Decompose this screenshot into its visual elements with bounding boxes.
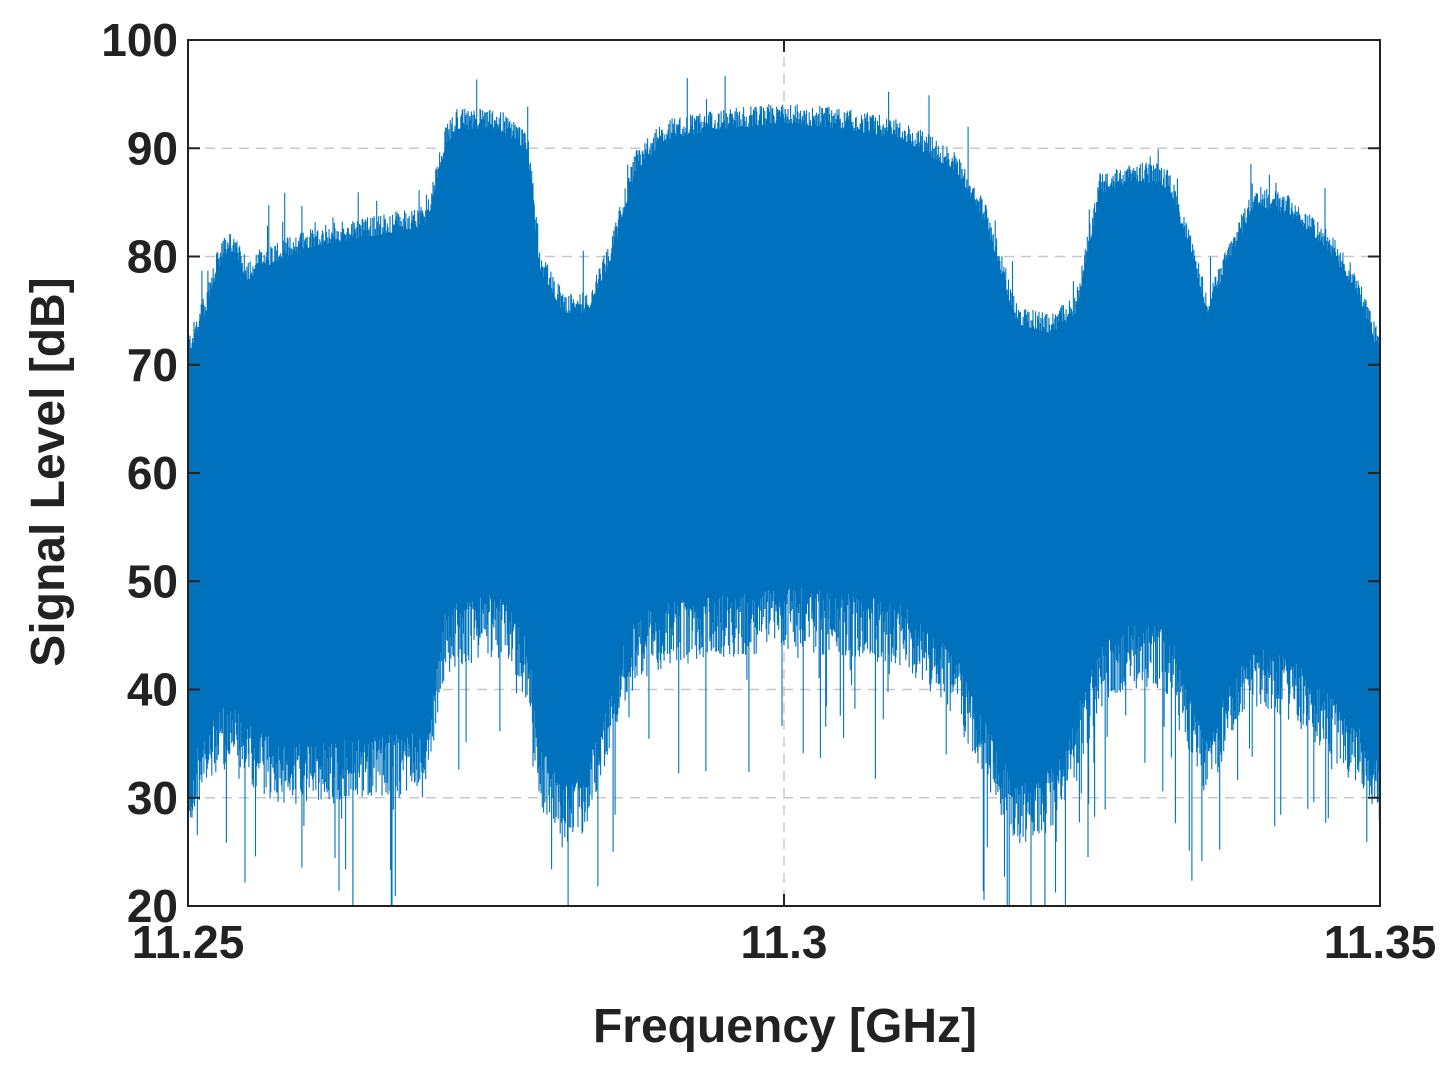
x-tick-label: 11.35 [1324,916,1437,968]
x-tick-labels: 11.25 11.3 11.35 [132,916,1437,968]
x-tick-label: 11.3 [741,916,828,968]
y-tick-label: 80 [127,231,178,283]
x-axis-label: Frequency [GHz] [593,1000,977,1053]
x-tick-label: 11.25 [132,916,245,968]
y-tick-label: 90 [127,122,178,174]
y-tick-label: 20 [127,880,178,932]
y-tick-label: 70 [127,339,178,391]
y-axis-label: Signal Level [dB] [22,277,75,666]
tick-marks [187,39,1381,907]
y-tick-label: 40 [127,664,178,716]
y-tick-label: 50 [127,555,178,607]
y-tick-label: 30 [127,772,178,824]
y-tick-label: 100 [101,14,178,66]
y-tick-labels: 20 30 40 50 60 70 80 90 100 [101,14,178,932]
y-tick-label: 60 [127,447,178,499]
